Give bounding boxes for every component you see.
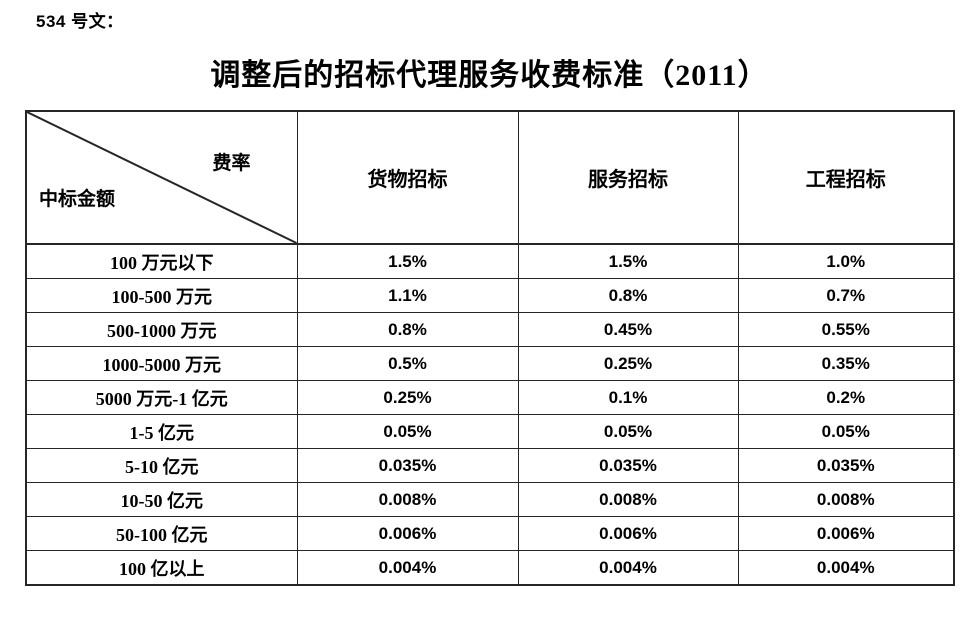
rate-cell: 0.05% bbox=[296, 414, 519, 449]
rate-cell: 0.035% bbox=[296, 448, 519, 483]
rate-cell: 0.035% bbox=[517, 448, 739, 483]
rate-cell: 0.8% bbox=[517, 278, 739, 313]
table-row: 100-500 万元 1.1% 0.8% 0.7% bbox=[25, 278, 955, 313]
rate-cell: 0.004% bbox=[737, 550, 955, 586]
column-header-engineering: 工程招标 bbox=[737, 110, 955, 245]
fee-table: 费率 中标金额 货物招标 服务招标 工程招标 100 万元以下 1.5% 1.5… bbox=[25, 110, 955, 586]
rate-cell: 1.5% bbox=[517, 243, 739, 279]
column-header-goods: 货物招标 bbox=[296, 110, 519, 245]
rate-cell: 0.2% bbox=[737, 380, 955, 415]
header-row: 费率 中标金额 货物招标 服务招标 工程招标 bbox=[25, 110, 955, 245]
amount-range-cell: 50-100 亿元 bbox=[25, 516, 298, 551]
amount-range-cell: 100 万元以下 bbox=[25, 243, 298, 279]
amount-range-cell: 1-5 亿元 bbox=[25, 414, 298, 449]
diagonal-line bbox=[27, 112, 297, 243]
table-row: 100 亿以上 0.004% 0.004% 0.004% bbox=[25, 550, 955, 586]
amount-range-cell: 100-500 万元 bbox=[25, 278, 298, 313]
corner-header-cell: 费率 中标金额 bbox=[25, 110, 298, 245]
amount-range-cell: 100 亿以上 bbox=[25, 550, 298, 586]
rate-cell: 0.35% bbox=[737, 346, 955, 381]
rate-cell: 0.006% bbox=[737, 516, 955, 551]
fee-table-body: 100 万元以下 1.5% 1.5% 1.0% 100-500 万元 1.1% … bbox=[25, 243, 955, 586]
amount-range-cell: 10-50 亿元 bbox=[25, 482, 298, 517]
table-row: 1-5 亿元 0.05% 0.05% 0.05% bbox=[25, 414, 955, 449]
table-row: 5-10 亿元 0.035% 0.035% 0.035% bbox=[25, 448, 955, 483]
amount-range-cell: 1000-5000 万元 bbox=[25, 346, 298, 381]
table-row: 10-50 亿元 0.008% 0.008% 0.008% bbox=[25, 482, 955, 517]
rate-cell: 0.5% bbox=[296, 346, 519, 381]
amount-range-cell: 5-10 亿元 bbox=[25, 448, 298, 483]
rate-cell: 0.006% bbox=[517, 516, 739, 551]
rate-cell: 0.004% bbox=[296, 550, 519, 586]
page-title: 调整后的招标代理服务收费标准（2011） bbox=[210, 59, 769, 92]
doc-number: 534 号文： bbox=[36, 12, 124, 31]
table-row: 5000 万元-1 亿元 0.25% 0.1% 0.2% bbox=[25, 380, 955, 415]
amount-range-cell: 5000 万元-1 亿元 bbox=[25, 380, 298, 415]
column-header-services: 服务招标 bbox=[517, 110, 739, 245]
rate-cell: 0.55% bbox=[737, 312, 955, 347]
table-row: 1000-5000 万元 0.5% 0.25% 0.35% bbox=[25, 346, 955, 381]
rate-cell: 0.008% bbox=[737, 482, 955, 517]
corner-label-rate: 费率 bbox=[212, 153, 251, 174]
rate-cell: 0.05% bbox=[517, 414, 739, 449]
rate-cell: 0.004% bbox=[517, 550, 739, 586]
rate-cell: 0.008% bbox=[296, 482, 519, 517]
rate-cell: 0.45% bbox=[517, 312, 739, 347]
rate-cell: 0.006% bbox=[296, 516, 519, 551]
rate-cell: 0.035% bbox=[737, 448, 955, 483]
rate-cell: 0.25% bbox=[296, 380, 519, 415]
rate-cell: 0.7% bbox=[737, 278, 955, 313]
table-row: 50-100 亿元 0.006% 0.006% 0.006% bbox=[25, 516, 955, 551]
table-row: 500-1000 万元 0.8% 0.45% 0.55% bbox=[25, 312, 955, 347]
rate-cell: 0.05% bbox=[737, 414, 955, 449]
rate-cell: 0.008% bbox=[517, 482, 739, 517]
rate-cell: 0.25% bbox=[517, 346, 739, 381]
rate-cell: 0.1% bbox=[517, 380, 739, 415]
rate-cell: 1.0% bbox=[737, 243, 955, 279]
corner-label-amount: 中标金额 bbox=[39, 189, 116, 210]
rate-cell: 1.5% bbox=[296, 243, 519, 279]
rate-cell: 1.1% bbox=[296, 278, 519, 313]
rate-cell: 0.8% bbox=[296, 312, 519, 347]
amount-range-cell: 500-1000 万元 bbox=[25, 312, 298, 347]
table-row: 100 万元以下 1.5% 1.5% 1.0% bbox=[25, 243, 955, 279]
